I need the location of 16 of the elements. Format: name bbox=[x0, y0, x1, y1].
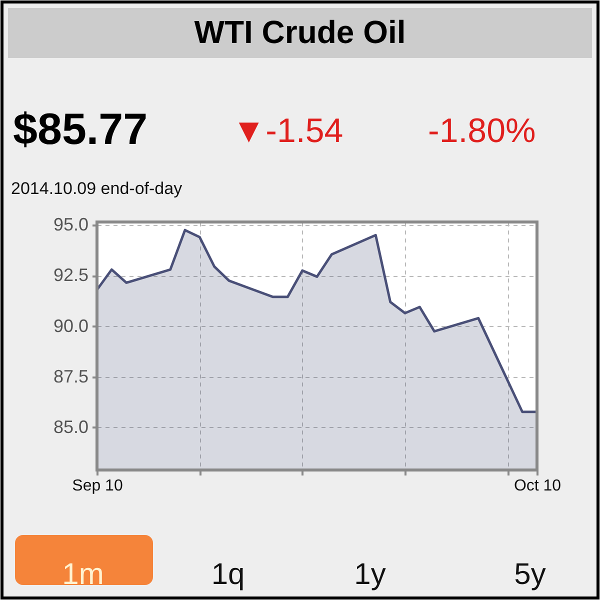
y-tick-label: 92.5 bbox=[53, 265, 88, 286]
text: 1m bbox=[62, 558, 104, 591]
chart-title: WTI Crude Oil bbox=[194, 14, 406, 50]
y-tick-label: 87.5 bbox=[53, 366, 88, 386]
y-tick-label: 90.0 bbox=[53, 316, 88, 336]
text: $85.77 bbox=[13, 105, 148, 154]
text: 2014.10.09 end-of-day bbox=[11, 179, 183, 198]
text: 1y bbox=[354, 558, 386, 591]
x-tick-label: Oct 10 bbox=[514, 478, 562, 494]
text: 1q bbox=[211, 558, 245, 591]
text: 5y bbox=[514, 558, 546, 591]
text: -1.80% bbox=[428, 112, 536, 150]
y-tick-label: 95.0 bbox=[53, 214, 88, 235]
y-tick-label: 85.0 bbox=[53, 416, 88, 437]
x-tick-label: Sep 10 bbox=[72, 478, 123, 494]
text: ▼-1.54 bbox=[232, 112, 344, 150]
